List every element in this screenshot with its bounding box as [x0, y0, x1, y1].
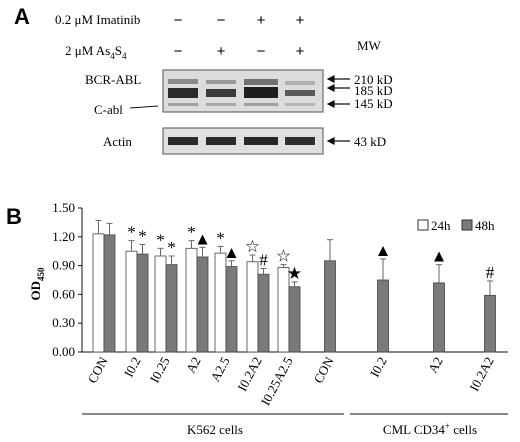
marker-210: 210 kD — [354, 72, 393, 87]
bar-24h-significance-mark: ☆ — [245, 237, 260, 256]
imatinib-label: 0.2 μM Imatinib — [55, 12, 140, 27]
panel-b-letter: B — [6, 204, 22, 229]
band-label-actin: Actin — [103, 134, 132, 149]
legend: 24h 48h — [417, 218, 495, 233]
bar-48h-significance-mark: ▲ — [431, 247, 448, 266]
bar-24h-bar — [214, 252, 227, 353]
bar-48h-significance-mark: ▲ — [194, 229, 211, 248]
bar-24h-bar — [246, 261, 259, 353]
treatment-sign: + — [217, 43, 226, 60]
bar-48h-significance-mark: ▲ — [375, 241, 392, 260]
bar-48h-significance-mark: # — [259, 250, 268, 269]
group-label-cml: CML CD34+ cells — [383, 421, 477, 437]
y-tick-label: 0.30 — [52, 315, 75, 330]
x-tick-label: I0.2 — [367, 354, 390, 379]
x-tick-label: I0.2 — [121, 354, 144, 379]
group-label-k562: K562 cells — [187, 422, 243, 437]
x-tick-label: CON — [311, 354, 337, 386]
legend-swatch-24h — [417, 219, 429, 231]
marker-185: 185 kD — [354, 83, 393, 98]
x-tick-label: A2 — [425, 354, 446, 375]
blot-strip-bcr-abl — [162, 69, 324, 113]
bar-48h-bar — [136, 253, 149, 353]
marker-145: 145 kD — [354, 96, 393, 111]
treatment-sign: − — [257, 43, 266, 60]
marker-43: 43 kD — [354, 134, 386, 149]
bar-48h-significance-mark: * — [138, 226, 147, 245]
band-label-bcr-abl: BCR-ABL — [85, 72, 141, 87]
treatment-sign: − — [217, 12, 226, 29]
bar-24h-bar — [92, 233, 105, 353]
bar-48h-bar — [196, 256, 209, 353]
x-tick-label: CON — [85, 354, 111, 386]
bar-series: * * * **▲ *▲ ☆# ☆★▲ ▲# — [92, 219, 496, 353]
treatment-sign: − — [174, 43, 183, 60]
bar-48h-bar — [288, 286, 301, 353]
bar-48h-bar — [103, 234, 116, 353]
bar-24h-significance-mark: ☆ — [276, 247, 291, 266]
bar-24h-bar — [125, 250, 138, 353]
bar-48h-significance-mark: # — [486, 263, 495, 282]
y-axis-label: OD450 — [28, 267, 46, 301]
bar-48h-bar — [484, 294, 496, 353]
bar-24h-bar — [185, 247, 198, 353]
x-tick-label: I0.2A2 — [466, 354, 496, 393]
bar-24h-significance-mark: * — [187, 223, 196, 242]
bar-48h-bar — [377, 279, 389, 353]
bar-48h-bar — [433, 282, 445, 353]
panel-a-letter: A — [14, 4, 30, 29]
arsenic-label: 2 μM As4S4 — [65, 43, 127, 61]
x-tick-label: I0.2A2 — [234, 354, 264, 393]
bar-24h-significance-mark: * — [156, 230, 165, 249]
bar-48h-bar — [324, 260, 336, 353]
y-tick-label: 1.20 — [52, 229, 75, 244]
y-tick-label: 0.00 — [52, 344, 75, 359]
bar-48h-bar — [225, 266, 238, 353]
x-tick-label: I0.25 — [147, 354, 173, 385]
x-tick-label: A2 — [183, 354, 204, 375]
marker-arrows — [326, 75, 350, 145]
bar-48h-significance-mark: * — [167, 238, 176, 257]
bar-24h-significance-mark: * — [216, 228, 225, 247]
bar-48h-significance-mark: ★ — [287, 264, 302, 283]
treatment-sign: + — [296, 12, 305, 29]
bar-48h-bar — [257, 273, 270, 353]
bar-48h-significance-mark: ▲ — [223, 243, 240, 262]
c-abl-pointer-line — [129, 105, 159, 109]
treatment-signs: − − + + − + − + — [174, 12, 305, 60]
legend-swatch-48h — [461, 219, 473, 231]
treatment-sign: − — [174, 12, 183, 29]
bar-24h-bar — [154, 255, 167, 353]
band-label-c-abl: C-abl — [94, 102, 123, 117]
treatment-sign: + — [296, 43, 305, 60]
y-tick-label: 1.50 — [52, 200, 75, 215]
bar-48h-bar — [165, 264, 178, 353]
legend-label-24h: 24h — [431, 218, 451, 233]
blot-strip-actin — [162, 127, 324, 155]
x-tick-label: A2.5 — [207, 354, 232, 384]
legend-label-48h: 48h — [475, 218, 495, 233]
treatment-sign: + — [257, 12, 266, 29]
bar-24h-significance-mark: * — [127, 223, 136, 242]
y-tick-label: 0.60 — [52, 286, 75, 301]
mw-label: MW — [357, 38, 382, 53]
y-tick-label: 0.90 — [52, 258, 75, 273]
